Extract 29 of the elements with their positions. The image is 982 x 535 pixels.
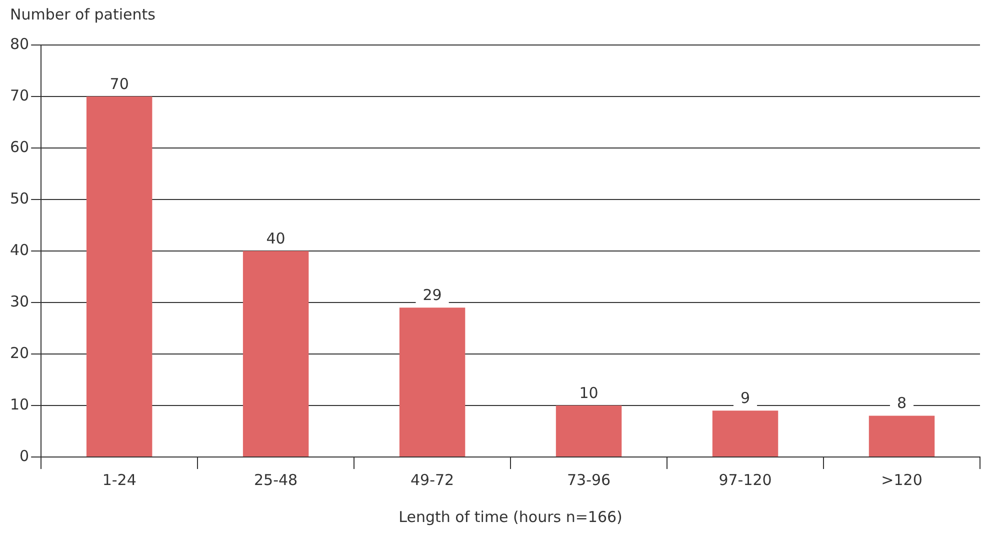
- x-tick-label: 97-120: [718, 470, 772, 489]
- x-tick-label: 73-96: [566, 470, 611, 489]
- data-label: 10: [579, 384, 598, 402]
- bar: [556, 406, 622, 456]
- y-tick-label: 0: [20, 446, 30, 465]
- x-tick-label: 49-72: [410, 470, 454, 489]
- x-tick-label: 25-48: [254, 470, 298, 489]
- x-tick-label: >120: [881, 470, 922, 489]
- bar: [242, 251, 309, 456]
- data-label: 70: [110, 74, 129, 93]
- y-tick-label: 60: [10, 138, 30, 156]
- bar: [86, 96, 152, 456]
- y-axis-title: Number of patients: [10, 5, 156, 24]
- data-label: 8: [896, 394, 907, 412]
- y-tick-label: 10: [10, 395, 30, 414]
- y-tick-label: 50: [10, 189, 30, 208]
- bar: [712, 410, 778, 456]
- data-label: 40: [266, 229, 286, 248]
- data-label: 9: [740, 389, 750, 408]
- y-tick-label: 20: [10, 344, 30, 362]
- data-label: 29: [422, 286, 442, 304]
- y-tick-label: 30: [10, 292, 30, 310]
- y-tick-label: 80: [10, 34, 30, 53]
- bar: [399, 308, 466, 456]
- y-tick-label: 40: [10, 240, 30, 259]
- y-tick-label: 70: [10, 86, 30, 104]
- bar: [868, 416, 935, 456]
- x-axis-title: Length of time (hours n=166): [398, 508, 622, 526]
- x-tick-label: 1-24: [102, 470, 136, 489]
